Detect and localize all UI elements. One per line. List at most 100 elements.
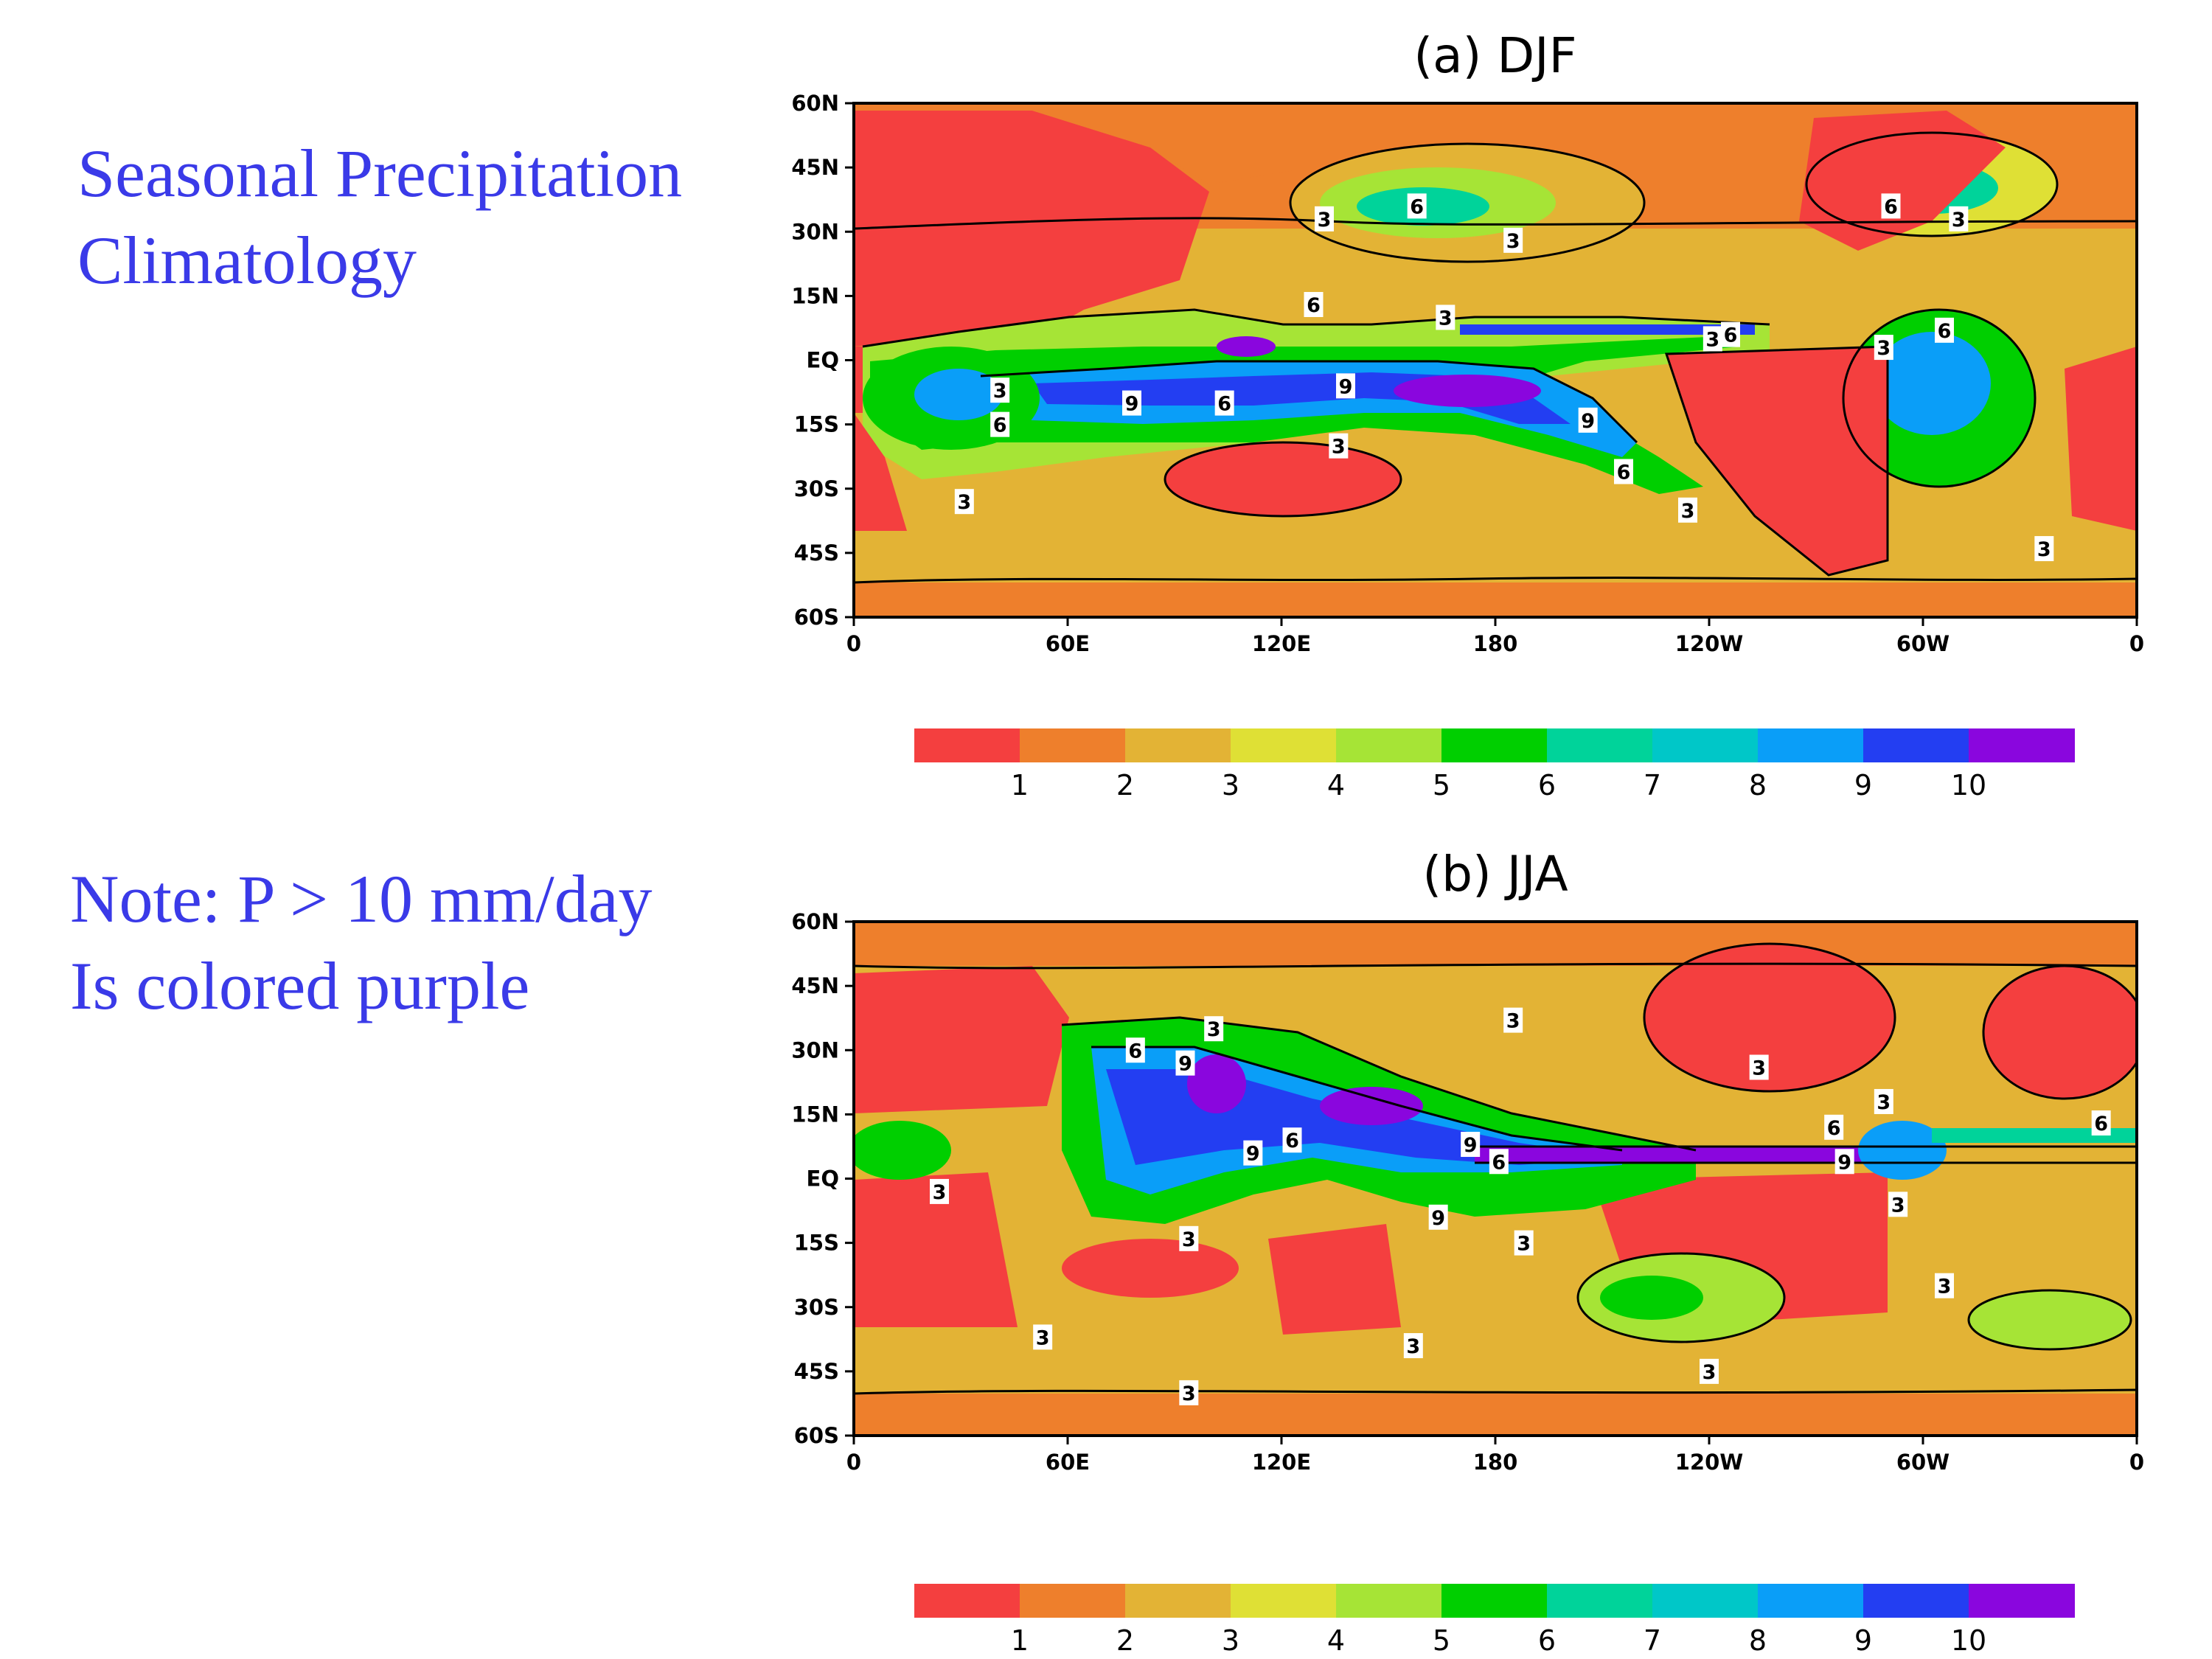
amazon-core bbox=[1873, 332, 1991, 435]
contour-label-box bbox=[1125, 1037, 1145, 1063]
contour-label-text: 3 bbox=[1506, 1010, 1520, 1033]
west-africa-rain bbox=[854, 1121, 951, 1180]
contour-label-box bbox=[1428, 1204, 1448, 1230]
lat-ticks-djf: 60N 45N 30N 15N EQ 15S 30S 45S 60S bbox=[791, 91, 854, 630]
contour-label: 3 bbox=[1436, 305, 1455, 330]
dry-north-pacific-jja bbox=[1644, 944, 1895, 1091]
colorbar-swatch bbox=[1125, 1584, 1231, 1618]
lat-tick-label: 60N bbox=[791, 909, 839, 934]
panel-djf: (a) DJF bbox=[791, 27, 2144, 656]
contour-label: 9 bbox=[1175, 1050, 1195, 1076]
contour-label: 6 bbox=[1489, 1149, 1509, 1175]
lon-tick-label: 180 bbox=[1473, 631, 1518, 656]
contour-label-text: 9 bbox=[1837, 1151, 1851, 1174]
contour-label: 6 bbox=[1125, 1037, 1145, 1063]
contour-label: 3 bbox=[1678, 497, 1697, 523]
contour-label-box bbox=[2091, 1110, 2111, 1135]
contour-label: 3 bbox=[1514, 1230, 1534, 1256]
contour-label-box bbox=[1403, 1333, 1423, 1359]
contour-label: 6 bbox=[1304, 291, 1324, 317]
contour-label-text: 3 bbox=[1877, 337, 1891, 360]
contour-label-text: 3 bbox=[1705, 328, 1719, 351]
contour-label-text: 9 bbox=[1246, 1143, 1260, 1166]
lon-tick-label: 120E bbox=[1252, 631, 1311, 656]
contour-label-box bbox=[1503, 227, 1523, 253]
contour-label-text: 6 bbox=[1938, 320, 1952, 343]
contour-label-text: 6 bbox=[1492, 1151, 1506, 1174]
dry-south-africa-jja bbox=[854, 1172, 1018, 1327]
lon-tick-label: 0 bbox=[846, 631, 861, 656]
contour-label-text: 6 bbox=[1884, 195, 1898, 218]
lon-tick-label: 120E bbox=[1252, 1450, 1311, 1475]
panel-jja: (b) JJA bbox=[791, 846, 2144, 1475]
colorbar-label: 1 bbox=[1011, 1624, 1029, 1657]
colorbar-label: 6 bbox=[1538, 1624, 1556, 1657]
contour-label: 3 bbox=[1700, 1358, 1719, 1384]
contour-label-text: 9 bbox=[1125, 393, 1139, 416]
contour-label-box bbox=[1214, 390, 1234, 416]
bay-of-bengal-peak bbox=[1187, 1054, 1246, 1113]
atlantic-itcz-jja bbox=[1932, 1128, 2137, 1143]
title-line-1: Seasonal Precipitation bbox=[77, 136, 683, 211]
contour-label: 6 bbox=[1721, 321, 1740, 347]
contour-label-text: 6 bbox=[1307, 294, 1321, 317]
lat-tick-label: 60S bbox=[794, 1423, 839, 1448]
contour-label: 3 bbox=[1703, 326, 1722, 352]
contour-label-text: 6 bbox=[1827, 1117, 1841, 1140]
itcz-band-jja bbox=[1475, 1147, 1888, 1163]
colorbar-label: 7 bbox=[1644, 769, 1661, 801]
panel-title-jja: (b) JJA bbox=[1422, 846, 1568, 902]
band-north-jja bbox=[854, 922, 2137, 966]
contour-label-box bbox=[1935, 1273, 1954, 1298]
southern-dry-strip bbox=[854, 1394, 2137, 1436]
contour-label: 3 bbox=[1204, 1016, 1224, 1042]
colorbar-swatch bbox=[1652, 1584, 1759, 1618]
contour-label: 3 bbox=[1874, 335, 1893, 361]
contour-label-box bbox=[1935, 317, 1954, 343]
lon-tick-label: 60W bbox=[1896, 1450, 1950, 1475]
contour-label-text: 3 bbox=[1517, 1233, 1531, 1256]
colorbar-swatch bbox=[1652, 728, 1759, 762]
africa-core bbox=[914, 369, 1003, 420]
note-text: Note: P > 10 mm/day Is colored purple bbox=[70, 855, 653, 1029]
contour-label-text: 3 bbox=[1439, 307, 1453, 330]
lat-tick-label: 15S bbox=[794, 1231, 839, 1256]
contour-label-box bbox=[1874, 1088, 1893, 1114]
lat-tick-label: 30S bbox=[794, 476, 839, 501]
contour-label-box bbox=[1874, 335, 1893, 361]
contour-label-text: 9 bbox=[1431, 1207, 1445, 1230]
contour-label: 9 bbox=[1336, 373, 1355, 399]
contour-label-box bbox=[1407, 193, 1427, 219]
contour-label-text: 6 bbox=[1724, 324, 1738, 347]
contour-label: 3 bbox=[1329, 433, 1349, 459]
contour-label-text: 3 bbox=[1406, 1335, 1420, 1358]
contour-label: 6 bbox=[990, 411, 1010, 437]
contour-label-box bbox=[1721, 321, 1740, 347]
colorbar-label: 3 bbox=[1222, 1624, 1239, 1657]
contour-label: 9 bbox=[1122, 390, 1141, 416]
contour-label: 3 bbox=[2034, 536, 2054, 562]
contour-label: 6 bbox=[1824, 1114, 1844, 1140]
contour-label-text: 3 bbox=[993, 380, 1007, 403]
colorbar-label: 5 bbox=[1433, 769, 1450, 801]
contour-label-box bbox=[1329, 433, 1349, 459]
contour-label-box bbox=[1703, 326, 1722, 352]
dry-indian-ocean-jja bbox=[1062, 1239, 1239, 1298]
colorbar-label: 1 bbox=[1011, 769, 1029, 801]
lat-tick-label: 45S bbox=[794, 1359, 839, 1384]
colorbar-label: 9 bbox=[1854, 769, 1872, 801]
lat-tick-label: 30N bbox=[791, 219, 839, 244]
precip-field-djf bbox=[854, 103, 2137, 617]
precip-field-jja bbox=[854, 922, 2137, 1436]
colorbar-label: 4 bbox=[1327, 1624, 1345, 1657]
contour-label-text: 3 bbox=[1318, 209, 1332, 232]
lon-tick-label: 60W bbox=[1896, 631, 1950, 656]
contour-label: 3 bbox=[1033, 1324, 1053, 1350]
contour-label-text: 3 bbox=[1332, 436, 1346, 459]
dry-south-atlantic bbox=[2065, 347, 2137, 531]
contour-label-text: 3 bbox=[1703, 1361, 1717, 1384]
contour-label-text: 3 bbox=[957, 491, 971, 514]
contour-label: 6 bbox=[1214, 390, 1234, 416]
indonesia-peak bbox=[1217, 336, 1276, 357]
